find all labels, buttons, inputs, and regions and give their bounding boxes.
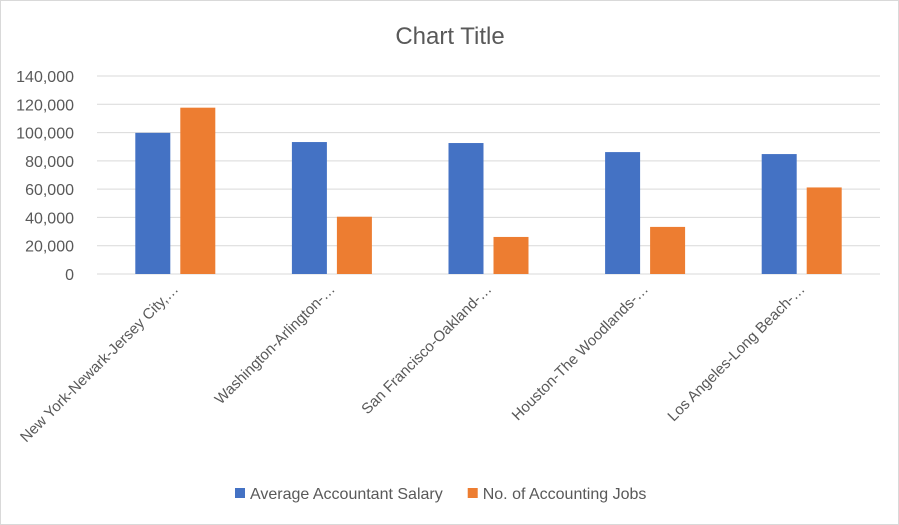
- bar-salary: [448, 143, 484, 274]
- x-tick-label: Houston-The Woodlands-…: [509, 281, 652, 424]
- x-tick-label: New York-Newark-Jersey City,…: [17, 281, 182, 446]
- bar-salary: [291, 142, 327, 274]
- legend-label: No. of Accounting Jobs: [483, 486, 647, 503]
- y-tick-label: 100,000: [16, 126, 74, 143]
- bar-jobs: [493, 236, 529, 274]
- legend-swatch: [467, 488, 478, 498]
- bar-jobs: [336, 216, 372, 274]
- y-tick-label: 120,000: [16, 97, 74, 114]
- x-tick-label: Los Angeles-Long Beach-…: [664, 281, 808, 425]
- legend-swatch: [235, 488, 245, 498]
- y-tick-label: 40,000: [25, 210, 74, 227]
- bar-salary: [605, 152, 641, 274]
- y-tick-label: 60,000: [25, 182, 74, 199]
- bar-jobs: [650, 226, 686, 274]
- legend-label: Average Accountant Salary: [250, 486, 443, 503]
- bar-jobs: [806, 187, 842, 274]
- chart-title: Chart Title: [395, 23, 504, 50]
- y-tick-label: 80,000: [25, 154, 74, 171]
- y-tick-label: 0: [65, 267, 74, 284]
- x-tick-label: Washington-Arlington-…: [212, 281, 339, 408]
- bar-salary: [761, 154, 797, 274]
- y-tick-label: 20,000: [25, 239, 74, 256]
- x-tick-label: San Francisco-Oakland-…: [358, 281, 495, 418]
- y-tick-label: 140,000: [16, 69, 74, 86]
- bar-jobs: [180, 107, 216, 275]
- bar-salary: [135, 132, 171, 274]
